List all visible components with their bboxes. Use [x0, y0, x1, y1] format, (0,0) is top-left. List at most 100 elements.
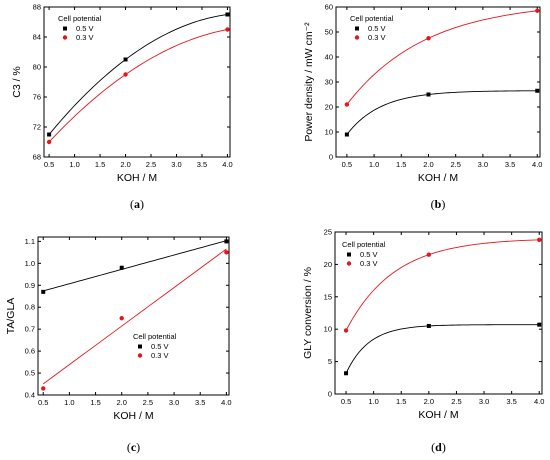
data-point	[119, 265, 124, 270]
legend-marker	[62, 35, 68, 40]
y-axis-label: TA/GLA	[5, 298, 17, 335]
series-line-1	[43, 240, 227, 292]
x-tick-label: 2.5	[450, 160, 460, 169]
x-tick-label: 2.5	[451, 397, 461, 406]
x-tick-label: 1.5	[95, 160, 105, 169]
chart-panel-4: 0.5 1.0 1.5 2.0 2.5 3.0 3.5 4.0 0 5 10 15 20 25 KOH / …	[302, 228, 544, 455]
legend-entry-label: 0.3 V	[76, 33, 94, 42]
plot-frame	[334, 231, 543, 395]
y-tick-label: 0	[329, 153, 333, 162]
data-point	[426, 36, 431, 41]
legend-marker	[347, 252, 351, 257]
panel-label: (b)	[431, 197, 446, 211]
data-point	[537, 322, 542, 327]
legend-title: Cell potential	[342, 240, 386, 249]
y-tick-label: 84	[33, 33, 41, 42]
legend-entry-label: 0.3 V	[368, 33, 386, 42]
data-point	[426, 323, 431, 328]
y-tick-label: 40	[325, 53, 333, 62]
legend-entry-label: 0.5 V	[368, 24, 386, 33]
y-axis-label: C3 / %	[11, 66, 23, 98]
y-tick-label: 0.8	[25, 303, 35, 312]
y-tick-label: 88	[33, 3, 41, 12]
x-tick-label: 3.5	[197, 160, 207, 169]
x-tick-label: 1.0	[369, 160, 379, 169]
y-tick-label: 0.4	[25, 391, 35, 400]
legend-marker	[355, 26, 359, 31]
x-tick-label: 0.5	[341, 397, 351, 406]
series-line-1	[345, 324, 540, 374]
panel-label: (c)	[127, 440, 140, 454]
x-tick-label: 0.5	[44, 160, 54, 169]
x-axis-label: KOH / M	[117, 172, 157, 184]
x-tick-label: 2.0	[120, 160, 130, 169]
chart-panel-2: 0.5 1.0 1.5 2.0 2.5 3.0 3.5 4.0 0 10 20 30 40 50 60 KOH…	[303, 3, 542, 212]
x-axis-label: KOH / M	[418, 172, 458, 184]
legend-marker	[138, 344, 142, 349]
panel-label: (d)	[431, 440, 446, 454]
x-axis-label: KOH / M	[418, 409, 458, 421]
legend-entry-label: 0.5 V	[151, 342, 169, 351]
y-tick-label: 1.0	[25, 259, 35, 268]
y-tick-label: 0.9	[25, 281, 35, 290]
x-tick-label: 2.5	[146, 160, 156, 169]
chart-panel-3: 0.5 1.0 1.5 2.0 2.5 3.0 3.5 4.00.40.50.60.70.80…	[5, 236, 232, 454]
legend-marker	[137, 353, 143, 358]
series-line-2	[345, 239, 540, 331]
legend-title: Cell potential	[58, 14, 102, 23]
x-tick-label: 0.5	[38, 398, 48, 407]
y-tick-label: 20	[324, 260, 332, 269]
y-tick-label: 5	[328, 357, 332, 366]
y-axis-label: Power density / mW cm⁻²	[303, 22, 315, 142]
data-point	[344, 371, 349, 376]
data-point	[426, 92, 431, 97]
series-line-1	[346, 90, 538, 135]
plot-frame	[37, 236, 230, 396]
y-tick-label: 0.7	[25, 325, 35, 334]
x-tick-label: 2.0	[117, 398, 127, 407]
legend-marker	[63, 26, 67, 31]
data-point	[123, 72, 128, 77]
x-tick-label: 2.0	[424, 397, 434, 406]
y-tick-label: 10	[324, 325, 332, 334]
chart-panel-1: 0.5 1.0 1.5 2.0 2.5 3.0 3.5 4.0 68 72 76 80 84 88 KOH …	[11, 3, 233, 212]
x-tick-label: 1.0	[69, 160, 79, 169]
y-tick-label: 0.5	[25, 369, 35, 378]
x-tick-label: 3.5	[195, 398, 205, 407]
x-tick-label: 3.5	[506, 397, 516, 406]
x-tick-label: 1.0	[64, 398, 74, 407]
x-tick-label: 4.0	[534, 397, 544, 406]
legend-entry-label: 0.3 V	[151, 351, 169, 360]
y-tick-label: 1.1	[25, 237, 35, 246]
data-point	[535, 88, 540, 93]
data-point	[224, 250, 229, 255]
x-tick-label: 1.5	[396, 397, 406, 406]
y-tick-label: 68	[33, 153, 41, 162]
legend-title: Cell potential	[350, 14, 394, 23]
plot-frame	[43, 6, 231, 158]
panel-label: (a)	[130, 197, 144, 211]
data-point	[344, 102, 350, 107]
data-point	[537, 237, 542, 242]
legend-entry-label: 0.5 V	[360, 250, 378, 259]
x-tick-label: 3.0	[169, 398, 179, 407]
y-tick-label: 80	[33, 63, 41, 72]
data-point	[344, 132, 349, 137]
x-tick-label: 3.0	[478, 160, 488, 169]
y-tick-label: 25	[324, 228, 332, 237]
series-line-2	[42, 248, 227, 385]
y-tick-label: 30	[325, 78, 333, 87]
x-tick-label: 1.5	[396, 160, 406, 169]
x-tick-label: 4.0	[222, 160, 232, 169]
x-tick-label: 1.5	[90, 398, 100, 407]
legend-marker	[354, 35, 360, 40]
legend-entry-label: 0.3 V	[360, 259, 378, 268]
y-tick-label: 10	[325, 128, 333, 137]
x-tick-label: 0.5	[342, 160, 352, 169]
x-axis-label: KOH / M	[113, 410, 153, 422]
y-tick-label: 76	[33, 93, 41, 102]
y-tick-label: 60	[325, 3, 333, 12]
y-axis-label: GLY conversion / %	[302, 267, 314, 359]
x-tick-label: 3.5	[505, 160, 515, 169]
